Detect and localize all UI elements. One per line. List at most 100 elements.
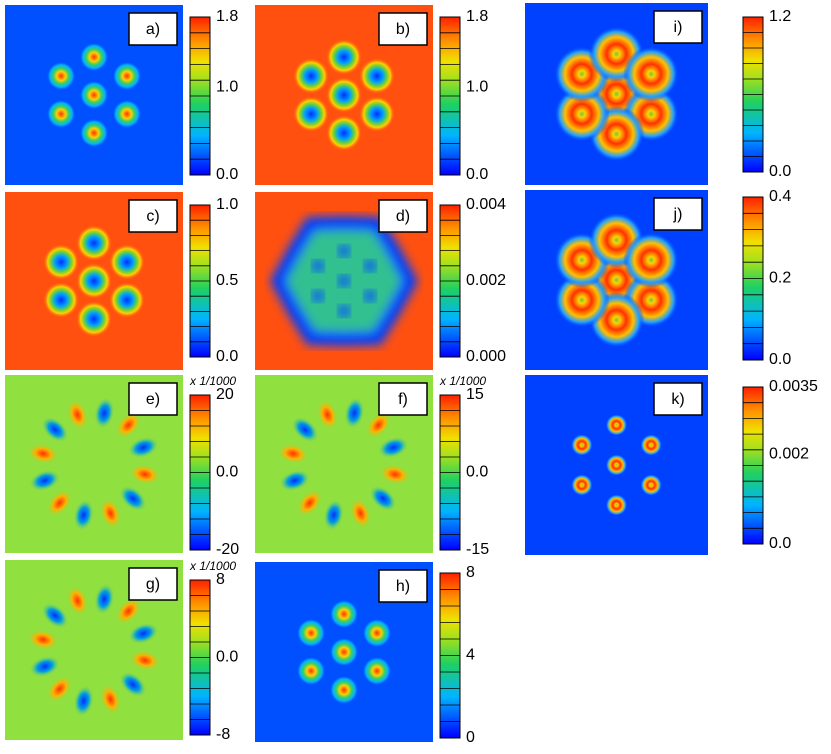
- label-box: [378, 569, 428, 603]
- blob: [293, 96, 330, 132]
- blob: [326, 39, 362, 75]
- blob: [129, 650, 161, 671]
- label-box: [128, 12, 178, 46]
- colorbar-tick-label: 0.002: [769, 446, 809, 463]
- colorbar-tick-label: 0.5: [216, 272, 238, 289]
- panel-label: e): [146, 391, 160, 408]
- blob: [79, 42, 109, 72]
- blob: [46, 99, 77, 129]
- blob: [361, 656, 392, 686]
- blob: [111, 99, 142, 129]
- blob: [369, 485, 397, 512]
- blob: [94, 583, 115, 615]
- blob: [358, 58, 395, 94]
- blob: [296, 656, 327, 686]
- panel: h) 8 4 0: [255, 562, 475, 746]
- blob: [99, 497, 122, 529]
- blob: [640, 434, 663, 456]
- colorbar-tick-label: 4: [466, 647, 475, 664]
- blob: [99, 683, 122, 715]
- colorbar-tick-label: 0.2: [769, 270, 791, 287]
- colorbar-tick-label: -20: [216, 541, 239, 558]
- colorbar-tick-label: 0.0: [769, 351, 791, 368]
- blob: [316, 399, 339, 431]
- blob: [46, 675, 73, 703]
- blob: [111, 61, 142, 91]
- colorbar-tick-label: 0.0: [769, 535, 791, 552]
- blob: [361, 618, 392, 648]
- blob: [41, 416, 69, 443]
- blob: [329, 637, 359, 667]
- blob: [76, 301, 112, 337]
- blob: [43, 244, 80, 280]
- blob: [363, 290, 376, 302]
- panel-label: a): [146, 21, 160, 38]
- blob: [323, 499, 344, 531]
- blob: [291, 416, 319, 443]
- blob: [605, 454, 628, 476]
- label-box: [378, 382, 428, 416]
- label-box: [128, 199, 178, 233]
- blob: [570, 474, 593, 496]
- blob: [127, 436, 159, 459]
- colorbar-tick-label: 0.002: [466, 272, 506, 289]
- blob: [570, 434, 593, 456]
- blob: [296, 618, 327, 648]
- blob: [363, 260, 376, 272]
- colorbar-tick-label: 20: [216, 386, 234, 403]
- blob: [119, 671, 147, 698]
- panel-label: i): [674, 19, 683, 36]
- panel-label: h): [396, 578, 410, 595]
- blob: [605, 494, 628, 516]
- colorbar-tick-label: 0.0035: [769, 378, 818, 395]
- blob: [338, 275, 350, 287]
- blob: [73, 685, 94, 717]
- blob: [358, 96, 395, 132]
- blob: [29, 469, 61, 492]
- blob: [43, 282, 80, 318]
- scale-label: x 1/1000: [439, 374, 486, 388]
- label-box: [128, 567, 178, 601]
- blob: [27, 629, 59, 650]
- colorbar-tick-label: 1.2: [769, 8, 791, 25]
- colorbar-tick-label: 0.0: [466, 464, 488, 481]
- panel-label: b): [396, 21, 410, 38]
- panel: j) 0.4 0.2 0.0: [525, 188, 791, 370]
- blob: [293, 58, 330, 94]
- panel-label: j): [673, 206, 683, 223]
- label-box: [653, 197, 703, 231]
- blob: [76, 225, 112, 261]
- blob: [115, 411, 142, 439]
- blob: [76, 263, 112, 299]
- blob: [66, 399, 89, 431]
- panel-label: d): [396, 208, 410, 225]
- blob: [29, 655, 61, 678]
- blob: [129, 464, 161, 485]
- colorbar-tick-label: 8: [216, 571, 225, 588]
- blob: [326, 77, 362, 113]
- blob: [312, 290, 325, 302]
- colorbar-tick-label: 0.004: [466, 196, 506, 213]
- scale-label: x 1/1000: [189, 559, 236, 573]
- label-box: [128, 382, 178, 416]
- panel: c) 1.0 0.5 0.0: [5, 192, 238, 370]
- blob: [312, 260, 325, 272]
- blob: [27, 443, 59, 464]
- blob: [329, 675, 359, 705]
- blob: [108, 282, 145, 318]
- label-box: [378, 199, 428, 233]
- label-box: [653, 382, 703, 416]
- label-box: [378, 12, 428, 46]
- colorbar-tick-label: 0.4: [769, 188, 791, 205]
- blob: [344, 397, 365, 429]
- panel: a) 1.8 1.0 0.0: [5, 5, 238, 185]
- blob: [640, 474, 663, 496]
- colorbar-tick-label: 0.0: [216, 649, 238, 666]
- panel-label: k): [671, 391, 684, 408]
- panel: b) 1.8 1.0 0.0: [255, 5, 488, 185]
- blob: [623, 232, 680, 288]
- blob: [277, 443, 309, 464]
- blob: [329, 599, 359, 629]
- colorbar-tick-label: -8: [216, 726, 230, 743]
